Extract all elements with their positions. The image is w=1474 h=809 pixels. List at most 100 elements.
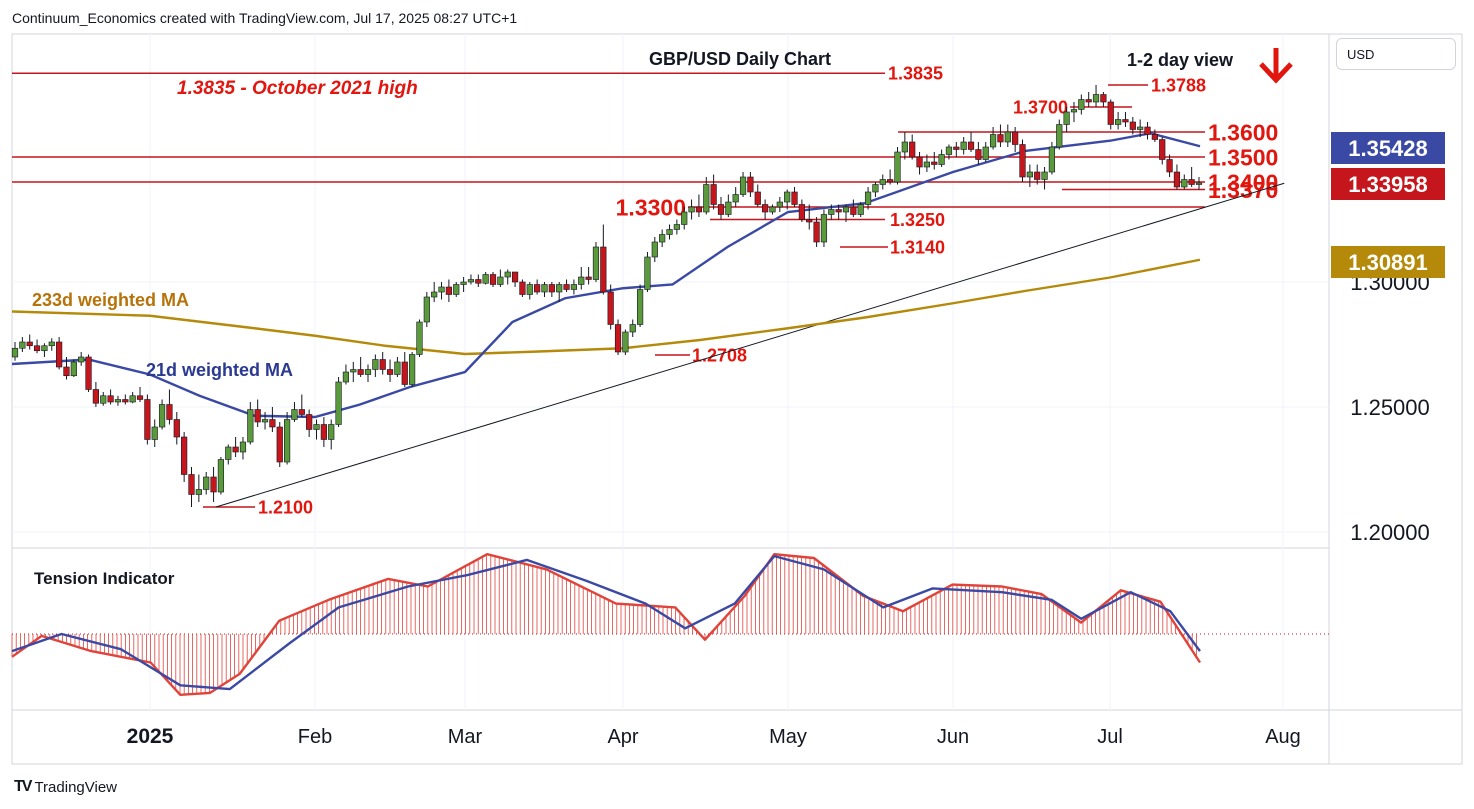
candle <box>556 282 563 302</box>
candle <box>122 394 129 405</box>
currency-selector[interactable]: USD <box>1336 38 1456 70</box>
candle-body <box>1012 131 1019 145</box>
candle <box>842 204 850 222</box>
candle <box>997 124 1004 147</box>
candle-body <box>585 276 592 280</box>
candle-body <box>1056 124 1063 148</box>
candles <box>11 85 1203 507</box>
candle <box>232 437 239 457</box>
candle <box>1041 167 1048 190</box>
candle <box>379 352 386 375</box>
candle-body <box>916 156 923 168</box>
candle <box>563 279 570 292</box>
candle-body <box>541 284 548 293</box>
candle <box>166 389 173 425</box>
candle <box>1085 92 1092 107</box>
candle <box>864 187 872 210</box>
candle <box>1115 112 1122 130</box>
candle <box>938 149 945 167</box>
candle <box>791 187 798 207</box>
candle <box>1166 154 1173 177</box>
level-label-1-3250: 1.3250 <box>890 210 945 230</box>
candle <box>732 187 739 207</box>
candle <box>1181 174 1188 190</box>
candle-body <box>173 419 180 438</box>
candle-body <box>578 276 585 285</box>
candle-body <box>203 476 210 490</box>
candle-body <box>769 206 776 213</box>
candle <box>754 184 761 207</box>
trendline <box>215 182 1285 508</box>
candle-body <box>835 209 842 213</box>
candle-body <box>967 141 975 150</box>
candle <box>636 284 644 327</box>
candle-body <box>592 246 600 280</box>
candle-body <box>717 204 725 215</box>
candle <box>1100 92 1107 107</box>
candle-body <box>923 161 931 168</box>
candle <box>887 169 894 185</box>
candle <box>210 467 217 502</box>
candle-body <box>291 409 298 420</box>
candle-body <box>1137 126 1144 130</box>
candle-body <box>519 281 526 295</box>
candle <box>247 402 254 445</box>
level-label-1-3140: 1.3140 <box>890 237 945 257</box>
candle-body <box>151 426 158 440</box>
candle-body <box>1034 171 1041 180</box>
candle-body <box>953 146 960 150</box>
x-tick-label: Feb <box>298 726 332 748</box>
candle-body <box>33 345 41 352</box>
annotation-october-high: 1.3835 - October 2021 high <box>177 78 418 99</box>
candle <box>570 279 578 295</box>
candle-body <box>644 256 651 290</box>
candle <box>92 382 99 407</box>
candle <box>776 197 783 212</box>
candle <box>416 319 423 357</box>
candle <box>475 274 482 287</box>
candle <box>107 389 114 405</box>
candle-body <box>283 419 291 463</box>
candle-body <box>1122 119 1129 123</box>
x-tick-label: May <box>769 726 807 748</box>
candle <box>820 209 828 247</box>
candle <box>70 359 77 377</box>
candle-body <box>188 474 195 495</box>
level-lines: 1.38351.37881.37001.36001.35001.34001.33… <box>12 64 1285 517</box>
candle-body <box>570 284 578 290</box>
candle-body <box>1026 171 1033 178</box>
level-label-1-3300: 1.3300 <box>616 194 686 220</box>
candle <box>739 172 747 197</box>
candle <box>784 189 791 210</box>
candle-body <box>261 419 269 423</box>
candle <box>254 399 261 427</box>
view-label: 1-2 day view <box>1127 50 1234 70</box>
candle-body <box>409 354 416 385</box>
x-tick-label: Jun <box>937 726 969 748</box>
candle-body <box>92 389 99 404</box>
candle <box>63 357 70 380</box>
candle <box>688 199 695 220</box>
candle-body <box>1063 111 1070 125</box>
candle <box>357 357 364 377</box>
tension-indicator <box>11 553 1329 696</box>
candle <box>298 394 305 417</box>
candle-body <box>828 209 835 215</box>
tension-indicator-title: Tension Indicator <box>34 569 175 588</box>
candle-body <box>666 229 673 235</box>
candle-body <box>1041 171 1048 180</box>
candle-body <box>416 321 423 355</box>
candle-body <box>931 161 938 165</box>
candle <box>342 364 350 385</box>
candle-body <box>438 286 445 293</box>
candle <box>1151 129 1158 142</box>
tradingview-logo[interactable]: TV TradingView <box>14 778 117 796</box>
candle <box>828 204 835 220</box>
candle-body <box>489 274 497 285</box>
candle-body <box>232 446 239 453</box>
candle <box>217 457 225 495</box>
candle-body <box>887 179 894 183</box>
candle <box>1012 127 1019 152</box>
legend-21d-ma: 21d weighted MA <box>146 360 293 380</box>
